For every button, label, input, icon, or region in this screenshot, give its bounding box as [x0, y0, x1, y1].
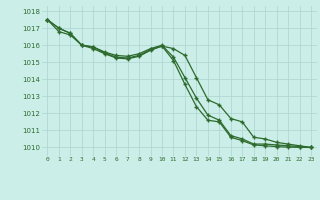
- Text: Graphe pression niveau de la mer (hPa): Graphe pression niveau de la mer (hPa): [58, 184, 262, 193]
